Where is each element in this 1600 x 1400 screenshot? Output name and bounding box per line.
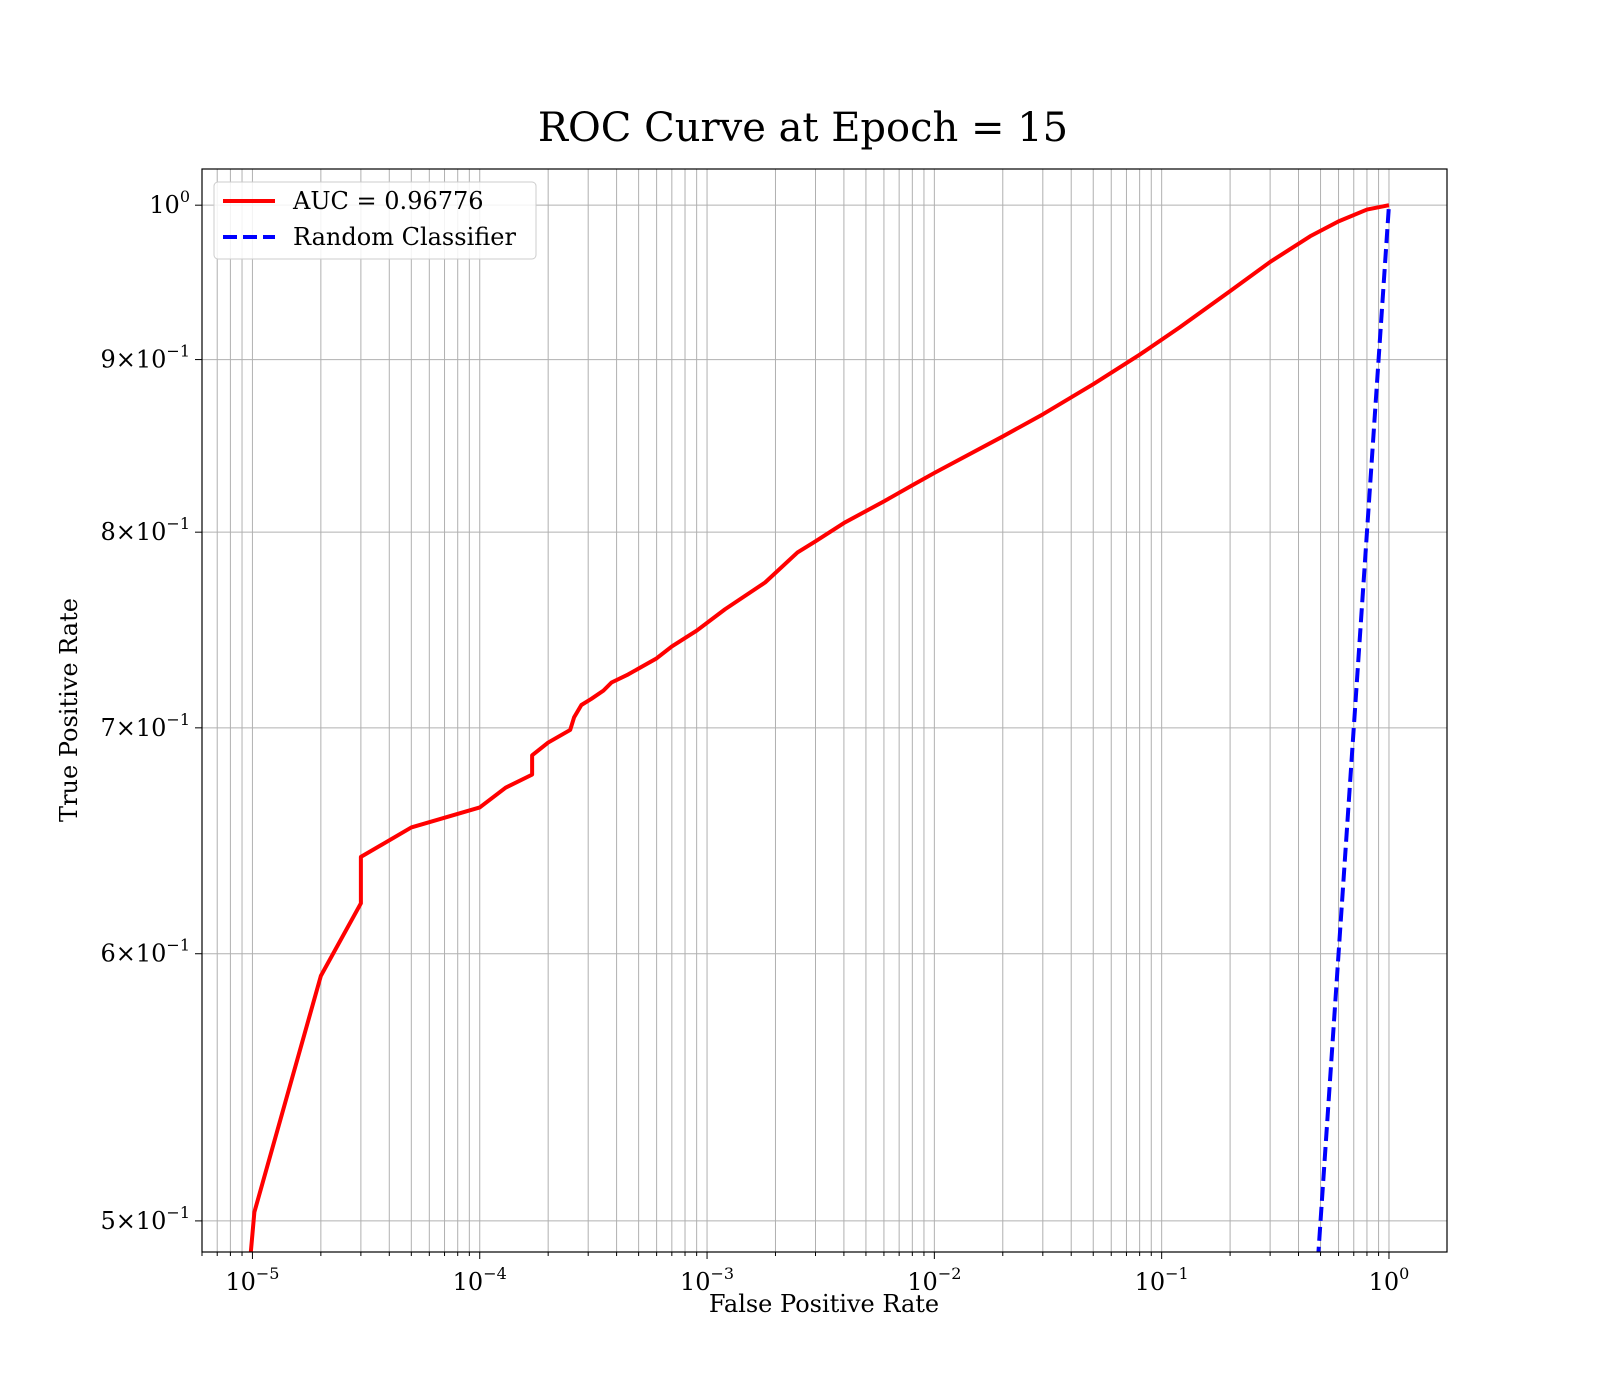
x-tick-label: 10−1 (1135, 1264, 1189, 1296)
y-tick-label: 100 (149, 187, 190, 219)
random-classifier-line (1316, 205, 1391, 1252)
plot-frame (201, 168, 1448, 1253)
x-tick-label: 100 (1369, 1264, 1410, 1296)
legend: AUC = 0.96776 Random Classifier (213, 181, 537, 260)
grid-lines (201, 169, 1447, 1252)
y-axis-label: True Positive Rate (55, 598, 83, 822)
y-tick-label: 8×10−1 (100, 514, 190, 546)
x-tick-label: 10−4 (453, 1264, 507, 1296)
legend-label-random-classifier: Random Classifier (293, 223, 516, 251)
y-tick-label: 5×10−1 (100, 1203, 190, 1235)
x-axis-label: False Positive Rate (709, 1290, 939, 1318)
y-tick-label: 7×10−1 (100, 710, 190, 742)
axis-ticks: 10−5 10−4 10−3 10−2 10−1 100 100 9×10−1 8×10−1 7×… (100, 187, 1409, 1296)
legend-label-auc: AUC = 0.96776 (292, 187, 484, 215)
plot-area (248, 203, 1391, 1252)
roc-curve-line (248, 203, 1390, 1252)
x-tick-label: 10−3 (680, 1264, 734, 1296)
y-tick-label: 9×10−1 (100, 342, 190, 374)
chart-title: ROC Curve at Epoch = 15 (538, 105, 1068, 151)
x-tick-label: 10−5 (225, 1264, 279, 1296)
legend-box (213, 181, 537, 260)
y-tick-label: 6×10−1 (100, 936, 190, 968)
x-tick-label: 10−2 (907, 1264, 961, 1296)
